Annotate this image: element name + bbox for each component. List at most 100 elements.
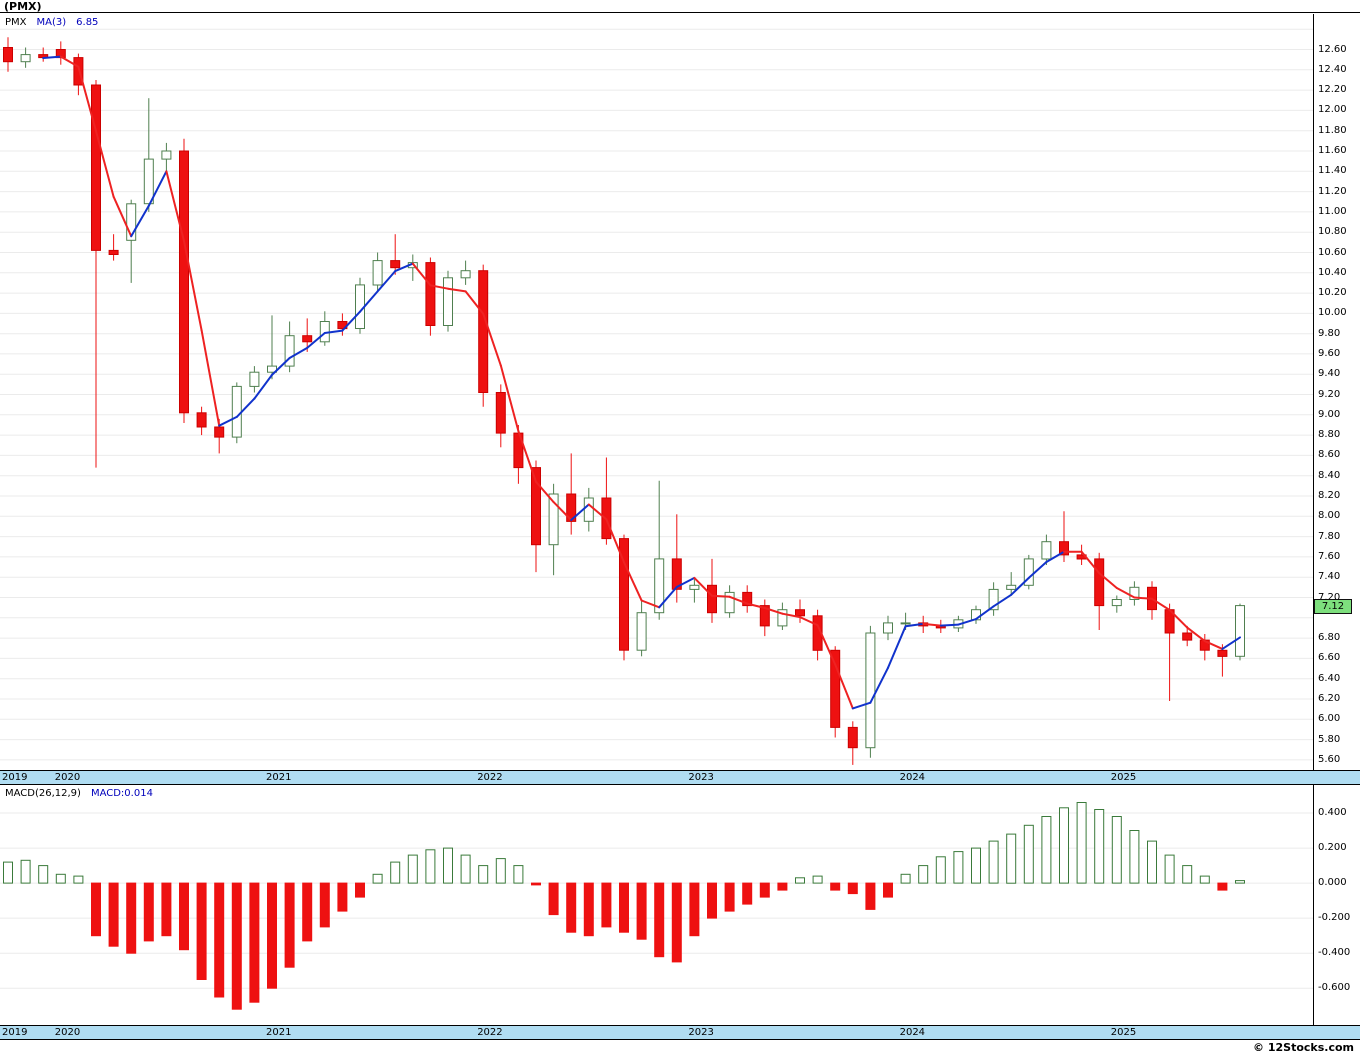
candle-body[interactable] [865,632,876,749]
macd-bar[interactable] [249,882,260,1003]
candle-body[interactable] [1235,605,1245,657]
macd-bar[interactable] [883,882,893,898]
candle-body[interactable] [1129,586,1140,600]
macd-bar[interactable] [1006,833,1017,884]
candle-body[interactable] [847,726,858,749]
macd-bar[interactable] [196,882,207,980]
candle-body[interactable] [161,150,172,160]
macd-bar[interactable] [161,882,172,937]
candle-body[interactable] [390,260,401,269]
macd-bar[interactable] [214,882,225,998]
macd-bar[interactable] [566,882,577,933]
candle-body[interactable] [478,270,489,394]
macd-bar[interactable] [284,882,295,968]
macd-bar[interactable] [865,882,876,910]
macd-bar[interactable] [460,854,471,884]
macd-bar[interactable] [759,882,770,898]
macd-bar[interactable] [355,882,365,898]
candle-body[interactable] [1111,599,1122,607]
macd-bar[interactable] [55,873,66,884]
candle-body[interactable] [988,588,999,611]
macd-bar[interactable] [830,882,841,891]
candle-body[interactable] [302,335,313,343]
candle-body[interactable] [3,47,13,63]
candle-body[interactable] [108,249,119,255]
candle-body[interactable] [179,150,189,414]
candle-body[interactable] [143,158,154,205]
macd-bar[interactable] [319,882,330,928]
candle-body[interactable] [284,335,295,367]
macd-bar[interactable] [337,882,348,912]
candle-body[interactable] [1182,632,1193,641]
macd-bar[interactable] [20,859,31,884]
candle-body[interactable] [1094,558,1105,607]
macd-bar[interactable] [126,882,137,954]
macd-bar[interactable] [267,882,277,989]
macd-bar[interactable] [302,882,313,942]
macd-bar[interactable] [108,882,119,947]
macd-bar[interactable] [724,882,735,912]
candle-body[interactable] [231,385,242,438]
candle-body[interactable] [654,558,665,614]
macd-bar[interactable] [1235,880,1245,884]
macd-bar[interactable] [1023,824,1034,884]
candle-body[interactable] [689,584,700,590]
candle-body[interactable] [91,84,101,251]
candle-body[interactable] [724,591,735,614]
candle-body[interactable] [777,609,788,627]
macd-bar[interactable] [390,861,401,884]
candle-body[interactable] [830,649,841,728]
candle-body[interactable] [883,622,893,634]
candle-body[interactable] [1217,649,1228,657]
candle-body[interactable] [214,426,225,438]
candle-body[interactable] [671,558,682,590]
macd-bar[interactable] [513,865,524,884]
candle-body[interactable] [742,591,753,607]
macd-bar[interactable] [988,840,999,884]
price-chart-svg[interactable] [0,14,1313,770]
macd-bar[interactable] [91,882,101,937]
macd-bar[interactable] [654,882,665,958]
candle-body[interactable] [759,605,770,627]
macd-bar[interactable] [900,873,911,884]
candle-body[interactable] [460,270,471,279]
macd-bar[interactable] [372,873,383,884]
macd-bar[interactable] [1164,854,1175,884]
candle-body[interactable] [1023,558,1034,586]
candle-body[interactable] [372,260,383,286]
macd-bar[interactable] [425,849,436,884]
macd-bar[interactable] [1041,816,1052,884]
macd-bar[interactable] [179,882,189,951]
macd-bar[interactable] [971,847,981,884]
macd-bar[interactable] [1076,802,1087,884]
candle-body[interactable] [249,371,260,387]
macd-bar[interactable] [531,882,541,886]
candle-body[interactable] [20,54,31,63]
price-chart-panel[interactable]: PMX MA(3) 6.85 7.12 [0,14,1360,770]
macd-bar[interactable] [619,882,629,933]
candle-body[interactable] [443,277,453,326]
macd-bar[interactable] [953,851,964,884]
macd-bar[interactable] [73,875,84,884]
candle-body[interactable] [566,493,577,522]
macd-bar[interactable] [847,882,858,895]
candle-body[interactable] [583,497,594,522]
candle-body[interactable] [425,262,436,327]
macd-bar[interactable] [601,882,612,928]
macd-bar[interactable] [1217,882,1228,891]
macd-bar[interactable] [1111,816,1122,884]
macd-bar[interactable] [1182,865,1193,884]
macd-bar[interactable] [689,882,700,937]
candle-body[interactable] [548,493,559,546]
macd-bar[interactable] [231,882,242,1010]
macd-bar[interactable] [777,882,788,891]
candle-body[interactable] [1006,584,1017,590]
macd-bar[interactable] [1129,830,1140,884]
macd-bar[interactable] [1094,809,1105,884]
macd-bar[interactable] [795,877,805,884]
candle-body[interactable] [795,609,805,617]
macd-panel[interactable]: MACD(26,12,9) MACD:0.014 [0,785,1360,1025]
candle-body[interactable] [73,57,84,86]
macd-bar[interactable] [671,882,682,963]
macd-bar[interactable] [143,882,154,942]
